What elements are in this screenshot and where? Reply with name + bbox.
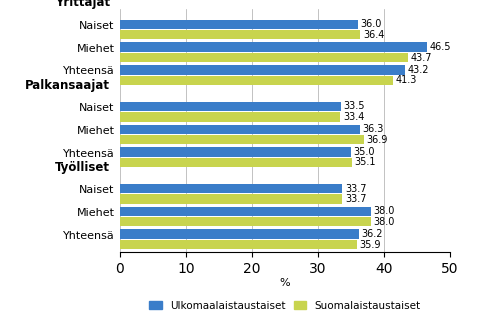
Bar (120, 158, 352, 167)
Bar (120, 76, 392, 85)
Text: Yrittäjät: Yrittäjät (55, 0, 110, 9)
Bar (120, 53, 408, 62)
Bar (120, 112, 340, 122)
Bar (120, 20, 358, 29)
Text: 43.2: 43.2 (408, 65, 430, 75)
Text: 35.9: 35.9 (360, 240, 381, 249)
Text: Palkansaajat: Palkansaajat (25, 78, 110, 92)
Text: 46.5: 46.5 (430, 42, 451, 52)
Bar (120, 240, 357, 249)
Bar (120, 102, 341, 111)
Bar (120, 217, 371, 226)
Bar (120, 65, 405, 75)
Bar (120, 30, 360, 39)
Bar (120, 147, 351, 157)
Text: 33.7: 33.7 (345, 194, 366, 204)
Text: 33.4: 33.4 (343, 112, 364, 122)
Text: Työlliset: Työlliset (55, 161, 110, 174)
Text: 36.2: 36.2 (362, 229, 383, 239)
Bar (120, 184, 342, 193)
Text: 38.0: 38.0 (374, 217, 395, 227)
Text: 38.0: 38.0 (374, 206, 395, 216)
Bar (120, 43, 427, 52)
Bar (120, 229, 359, 239)
Text: 43.7: 43.7 (411, 53, 432, 63)
Bar (120, 124, 360, 134)
Text: 35.0: 35.0 (354, 147, 375, 157)
Bar (120, 207, 371, 216)
X-axis label: %: % (280, 278, 290, 289)
Text: 35.1: 35.1 (354, 158, 376, 168)
Bar (120, 194, 342, 203)
Text: 36.9: 36.9 (366, 135, 388, 145)
Text: 36.3: 36.3 (362, 124, 384, 134)
Legend: Ulkomaalaistaustaiset, Suomalaistaustaiset: Ulkomaalaistaustaiset, Suomalaistaustais… (145, 296, 425, 315)
Text: 33.7: 33.7 (345, 184, 366, 193)
Text: 36.0: 36.0 (360, 19, 382, 29)
Text: 33.5: 33.5 (344, 101, 365, 112)
Text: 41.3: 41.3 (395, 75, 416, 85)
Text: 36.4: 36.4 (363, 30, 384, 40)
Bar (120, 135, 364, 144)
